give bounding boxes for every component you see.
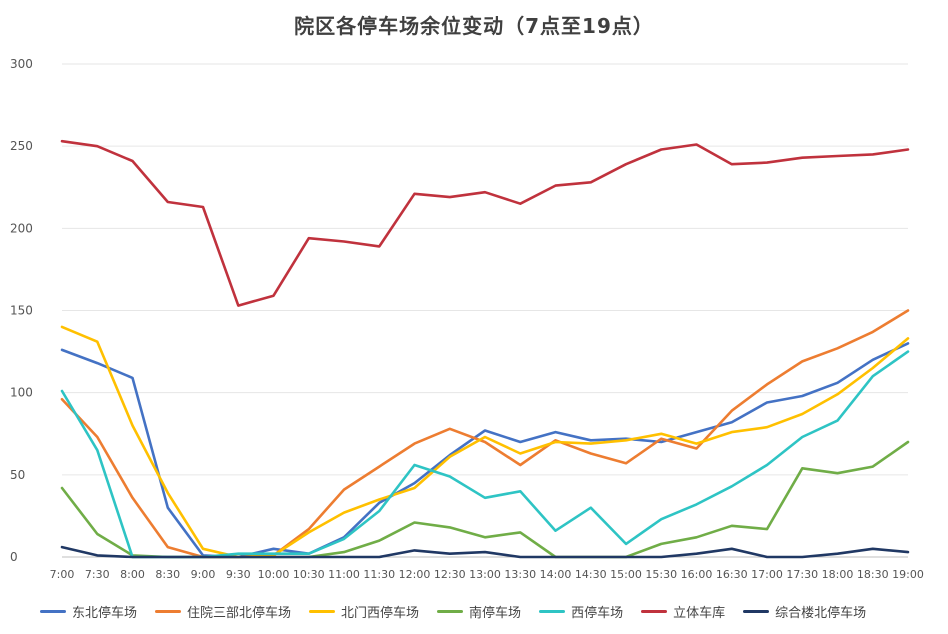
legend-label: 南停车场 [469,605,522,621]
x-tick-label: 9:30 [226,568,251,581]
y-axis-ticks: 0 50 100 150 200 250 300 [10,57,33,564]
x-tick-label: 18:00 [822,568,854,581]
x-tick-label: 7:30 [85,568,110,581]
y-tick-label: 200 [10,221,33,235]
legend-swatch [641,609,668,613]
legend-item: 南停车场 [437,602,521,621]
series-line [60,309,910,559]
legend-swatch [309,609,336,613]
y-tick-label: 100 [10,386,33,400]
x-tick-label: 11:00 [328,568,360,581]
x-tick-label: 11:30 [363,568,395,581]
legend-label: 综合楼北停车场 [775,605,867,621]
y-tick-label: 300 [10,57,33,71]
x-tick-label: 8:00 [120,568,145,581]
y-tick-label: 50 [10,468,25,482]
legend-label: 住院三部北停车场 [187,605,292,621]
legend-label: 西停车场 [571,605,624,621]
legend-item: 立体车库 [641,602,725,621]
legend-label: 北门西停车场 [341,605,420,621]
x-tick-label: 9:00 [191,568,216,581]
x-tick-label: 17:00 [751,568,783,581]
y-tick-label: 0 [10,550,18,564]
legend-swatch [155,609,182,613]
series-line [60,139,910,307]
legend-swatch [743,609,770,613]
series-line [60,342,910,559]
x-tick-label: 18:30 [857,568,889,581]
x-tick-label: 16:30 [716,568,748,581]
x-tick-label: 17:30 [786,568,818,581]
x-tick-label: 12:30 [434,568,466,581]
line-chart: 0 50 100 150 200 250 300 7:00 7:30 8:00 8:30 9:00 9… [10,57,924,581]
y-tick-label: 250 [10,139,33,153]
legend-item: 住院三部北停车场 [155,602,291,621]
legend-item: 北门西停车场 [309,602,419,621]
x-tick-label: 14:30 [575,568,607,581]
x-tick-label: 15:00 [610,568,642,581]
x-tick-label: 10:00 [258,568,290,581]
legend-item: 综合楼北停车场 [743,602,866,621]
legend: 东北停车场 住院三部北停车场 北门西停车场 南停车场 西停车场 立体车库 综合楼北停车场 [40,600,920,622]
x-tick-label: 13:30 [504,568,536,581]
grid-lines [62,63,908,558]
y-tick-label: 150 [10,304,33,318]
x-axis-ticks: 7:00 7:30 8:00 8:30 9:00 9:30 10:00 10:30 11:00 1… [50,568,924,581]
series-line [60,440,910,559]
x-tick-label: 15:30 [645,568,677,581]
legend-item: 东北停车场 [40,602,137,621]
series-line [60,545,910,559]
x-tick-label: 14:00 [540,568,572,581]
legend-label: 立体车库 [673,605,726,621]
x-tick-label: 10:30 [293,568,325,581]
legend-swatch [40,609,66,613]
chart-title: 院区各停车场余位变动（7点至19点） [294,14,654,38]
x-tick-label: 16:00 [681,568,713,581]
x-tick-label: 8:30 [155,568,180,581]
x-tick-label: 7:00 [50,568,75,581]
x-tick-label: 12:00 [399,568,431,581]
legend-item: 西停车场 [539,602,623,621]
legend-label: 东北停车场 [72,605,138,621]
legend-swatch [539,609,566,613]
legend-swatch [437,609,464,613]
x-tick-label: 13:00 [469,568,501,581]
series-lines [60,139,910,559]
x-tick-label: 19:00 [892,568,924,581]
series-line [60,325,910,559]
